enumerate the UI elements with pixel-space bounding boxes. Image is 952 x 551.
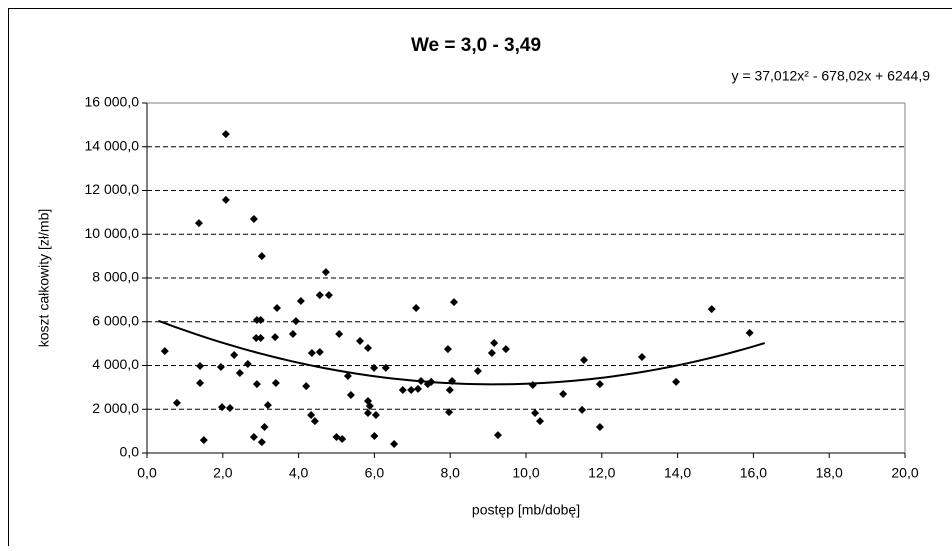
x-tick-label: 2,0 bbox=[213, 465, 233, 481]
x-tick-label: 8,0 bbox=[440, 465, 460, 481]
x-tick-label: 0,0 bbox=[137, 465, 157, 481]
y-tick-label: 10 000,0 bbox=[85, 225, 140, 241]
y-tick-label: 2 000,0 bbox=[92, 400, 139, 416]
y-tick-label: 0,0 bbox=[120, 444, 140, 460]
x-tick-label: 20,0 bbox=[891, 465, 918, 481]
y-tick-label: 12 000,0 bbox=[85, 181, 140, 197]
x-tick-label: 16,0 bbox=[740, 465, 767, 481]
x-tick-label: 4,0 bbox=[289, 465, 309, 481]
x-tick-label: 6,0 bbox=[365, 465, 385, 481]
y-tick-label: 6 000,0 bbox=[92, 312, 139, 328]
x-tick-label: 12,0 bbox=[588, 465, 615, 481]
x-tick-label: 10,0 bbox=[512, 465, 539, 481]
y-tick-label: 14 000,0 bbox=[85, 137, 140, 153]
chart-title: We = 3,0 - 3,49 bbox=[411, 35, 541, 56]
trendline-equation: y = 37,012x² - 678,02x + 6244,9 bbox=[732, 68, 931, 84]
y-tick-label: 16 000,0 bbox=[85, 94, 140, 110]
y-axis-label: koszt całkowity [zł/mb] bbox=[36, 209, 52, 347]
y-tick-label: 8 000,0 bbox=[92, 269, 139, 285]
x-tick-label: 14,0 bbox=[664, 465, 691, 481]
x-tick-label: 18,0 bbox=[816, 465, 843, 481]
x-axis-label: postęp [mb/dobę] bbox=[472, 502, 580, 518]
y-tick-label: 4 000,0 bbox=[92, 356, 139, 372]
